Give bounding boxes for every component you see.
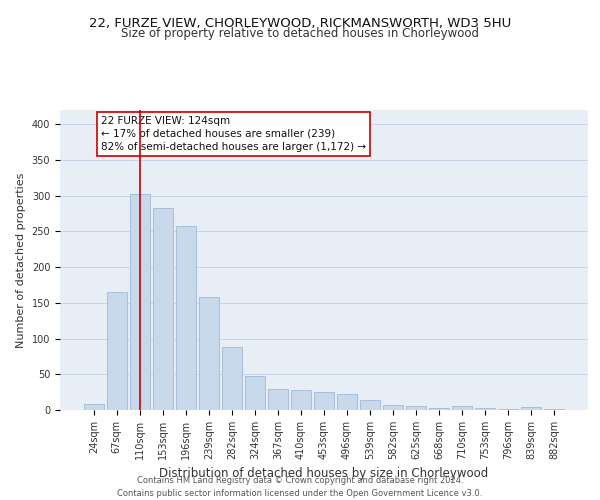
- Text: Size of property relative to detached houses in Chorleywood: Size of property relative to detached ho…: [121, 28, 479, 40]
- Bar: [521, 407, 541, 410]
- Bar: [406, 406, 426, 410]
- Text: 22, FURZE VIEW, CHORLEYWOOD, RICKMANSWORTH, WD3 5HU: 22, FURZE VIEW, CHORLEYWOOD, RICKMANSWOR…: [89, 18, 511, 30]
- Bar: [544, 408, 564, 410]
- Bar: [199, 297, 218, 410]
- Bar: [222, 347, 242, 410]
- Text: 22 FURZE VIEW: 124sqm
← 17% of detached houses are smaller (239)
82% of semi-det: 22 FURZE VIEW: 124sqm ← 17% of detached …: [101, 116, 366, 152]
- Bar: [84, 404, 104, 410]
- Bar: [245, 376, 265, 410]
- Bar: [107, 292, 127, 410]
- Bar: [337, 394, 357, 410]
- Bar: [499, 408, 518, 410]
- Y-axis label: Number of detached properties: Number of detached properties: [16, 172, 26, 348]
- Bar: [268, 388, 288, 410]
- Bar: [430, 408, 449, 410]
- Bar: [475, 408, 495, 410]
- Bar: [383, 405, 403, 410]
- X-axis label: Distribution of detached houses by size in Chorleywood: Distribution of detached houses by size …: [160, 468, 488, 480]
- Text: Contains HM Land Registry data © Crown copyright and database right 2024.
Contai: Contains HM Land Registry data © Crown c…: [118, 476, 482, 498]
- Bar: [153, 208, 173, 410]
- Bar: [452, 406, 472, 410]
- Bar: [291, 390, 311, 410]
- Bar: [360, 400, 380, 410]
- Bar: [176, 226, 196, 410]
- Bar: [314, 392, 334, 410]
- Bar: [130, 194, 149, 410]
